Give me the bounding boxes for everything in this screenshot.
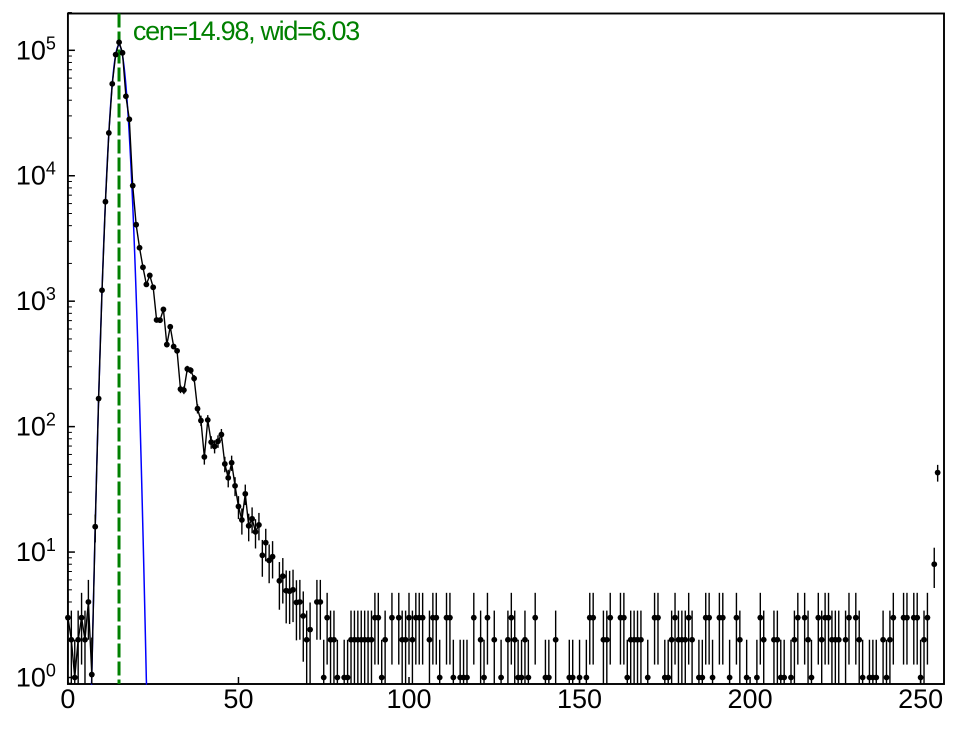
svg-text:250: 250	[898, 684, 943, 714]
svg-text:50: 50	[223, 684, 253, 714]
svg-text:0: 0	[60, 684, 75, 714]
svg-text:200: 200	[728, 684, 773, 714]
svg-text:150: 150	[557, 684, 602, 714]
svg-text:100: 100	[386, 684, 431, 714]
svg-text:cen=14.98, wid=6.03: cen=14.98, wid=6.03	[133, 16, 359, 46]
